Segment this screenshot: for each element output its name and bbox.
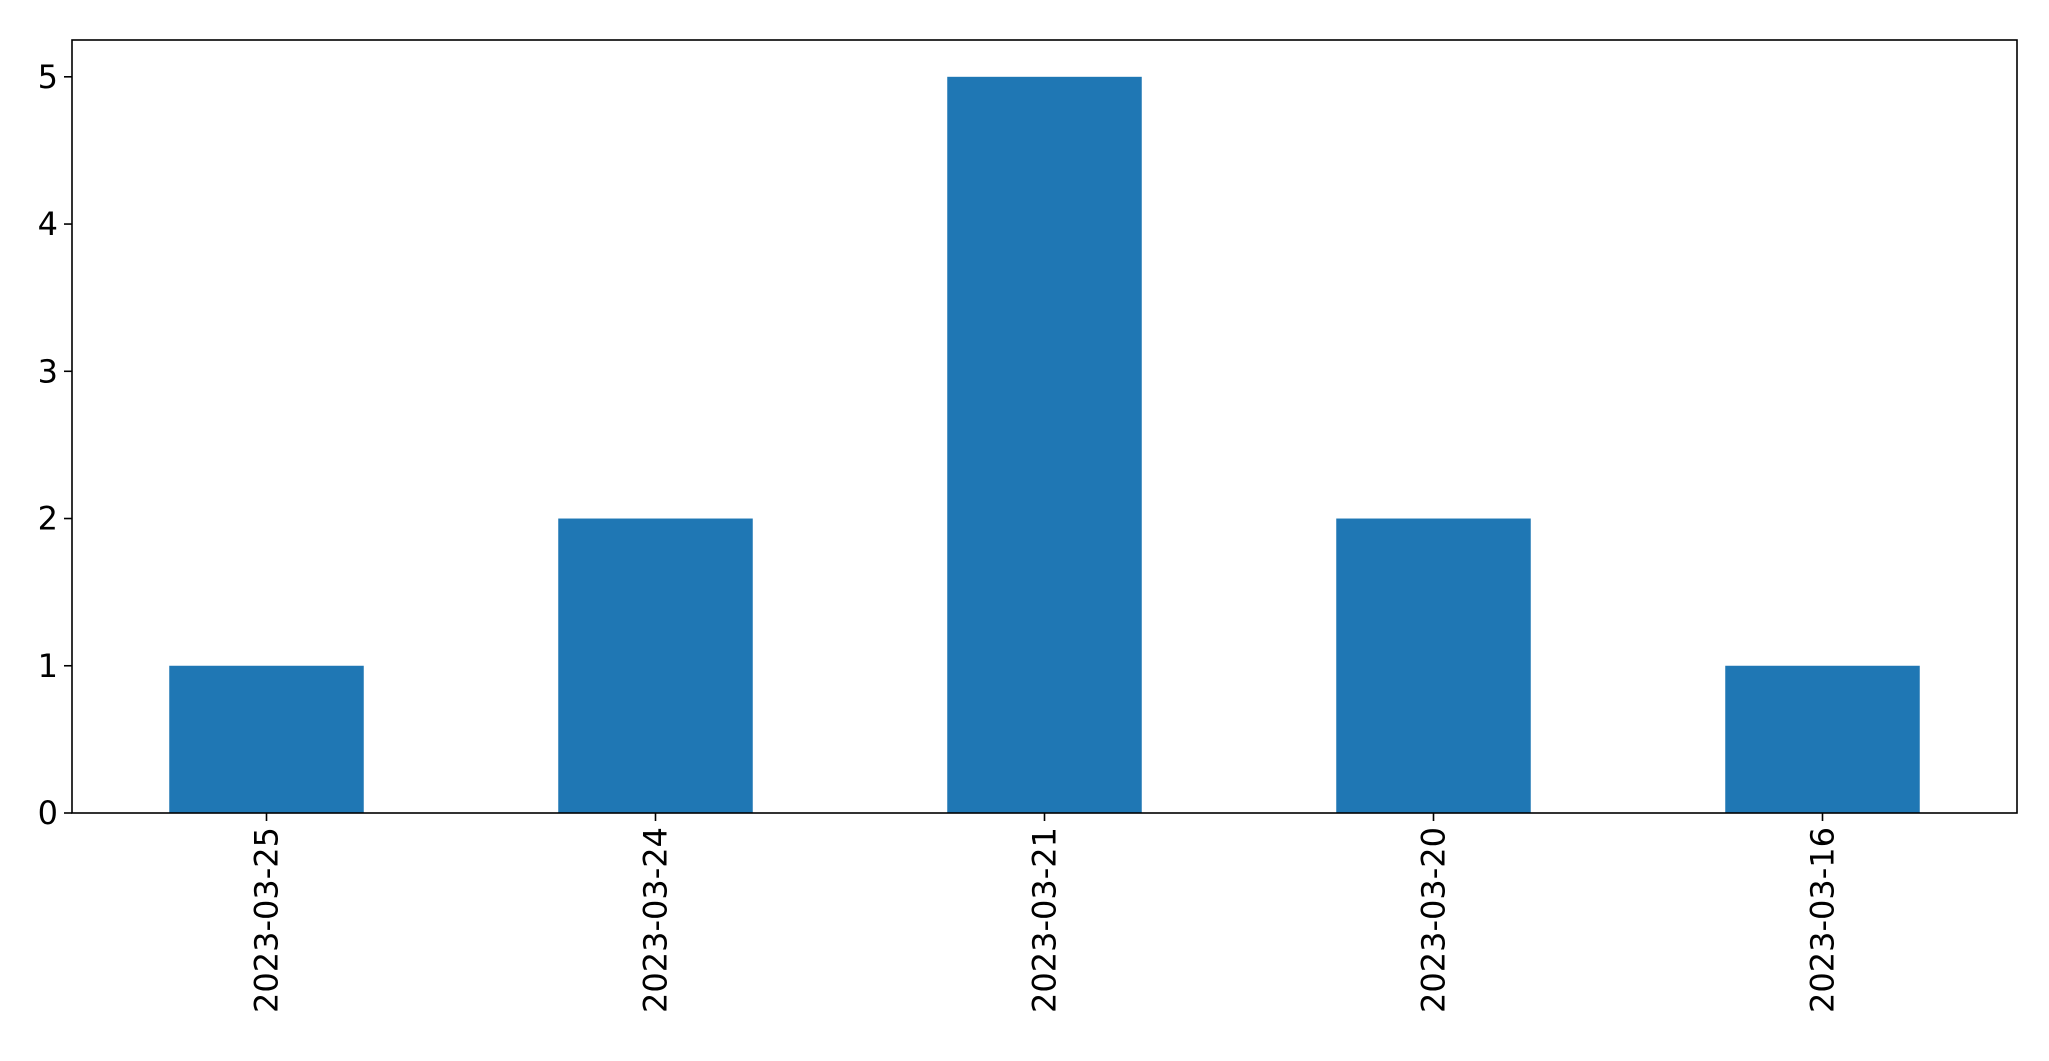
x-axis: 2023-03-25 2023-03-24 2023-03-21 2023-03-20… — [248, 813, 1842, 1013]
bar-2023-03-16 — [1725, 665, 1920, 813]
y-tick-label: 3 — [38, 352, 58, 390]
x-tick-label: 2023-03-24 — [637, 827, 675, 1013]
x-tick-label: 2023-03-25 — [248, 827, 286, 1013]
bar-2023-03-25 — [169, 665, 364, 813]
bar-2023-03-24 — [558, 518, 753, 813]
y-tick-label: 5 — [38, 58, 58, 96]
bars — [169, 76, 1920, 814]
y-axis: 0 1 2 3 4 5 — [38, 58, 72, 832]
y-tick-label: 0 — [38, 794, 58, 832]
y-tick-label: 4 — [38, 205, 58, 243]
bar-2023-03-20 — [1336, 518, 1531, 813]
y-tick-label: 2 — [38, 500, 58, 538]
bar-2023-03-21 — [947, 76, 1142, 814]
plot-frame — [71, 39, 2018, 814]
x-tick-label: 2023-03-21 — [1026, 827, 1064, 1013]
y-tick-label: 1 — [38, 647, 58, 685]
x-tick-label: 2023-03-16 — [1804, 827, 1842, 1013]
x-tick-label: 2023-03-20 — [1415, 827, 1453, 1013]
